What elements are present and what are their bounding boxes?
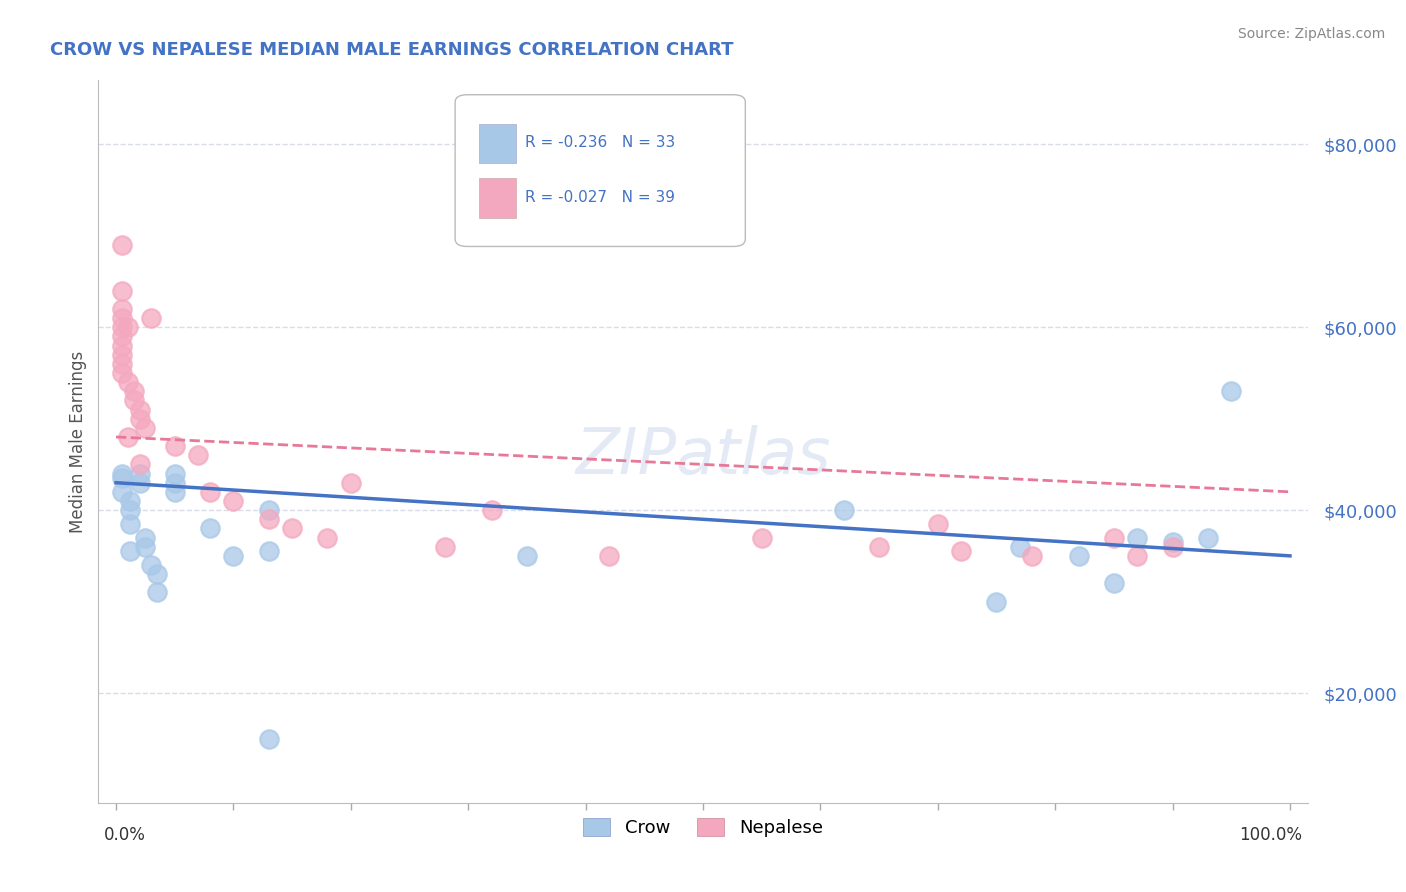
Point xyxy=(128,402,150,417)
Point xyxy=(1067,549,1090,563)
Text: CROW VS NEPALESE MEDIAN MALE EARNINGS CORRELATION CHART: CROW VS NEPALESE MEDIAN MALE EARNINGS CO… xyxy=(51,41,734,59)
Point xyxy=(316,531,339,545)
Point xyxy=(1126,531,1149,545)
Point xyxy=(146,567,169,582)
Point xyxy=(117,430,139,444)
Point xyxy=(1021,549,1043,563)
Point xyxy=(257,731,280,746)
Text: Source: ZipAtlas.com: Source: ZipAtlas.com xyxy=(1237,27,1385,41)
Point xyxy=(1102,531,1125,545)
Point xyxy=(134,531,156,545)
Point xyxy=(120,503,142,517)
Point xyxy=(163,475,186,490)
Point xyxy=(120,544,142,558)
Point xyxy=(117,375,139,389)
Point xyxy=(111,284,134,298)
Point xyxy=(222,494,245,508)
Point xyxy=(1008,540,1031,554)
Point xyxy=(134,540,156,554)
Point xyxy=(1161,540,1184,554)
Point xyxy=(141,311,163,326)
Point xyxy=(111,329,134,343)
Point xyxy=(257,503,280,517)
Point xyxy=(111,348,134,362)
Point xyxy=(1220,384,1243,399)
Point xyxy=(146,585,169,599)
Point xyxy=(111,366,134,380)
Legend: Crow, Nepalese: Crow, Nepalese xyxy=(576,811,830,845)
Point xyxy=(986,594,1008,608)
Point xyxy=(111,471,134,485)
Point xyxy=(198,484,221,499)
Point xyxy=(340,475,363,490)
Text: R = -0.236   N = 33: R = -0.236 N = 33 xyxy=(526,135,675,150)
Point xyxy=(516,549,538,563)
Point xyxy=(868,540,890,554)
Point xyxy=(120,516,142,531)
Point xyxy=(111,484,134,499)
FancyBboxPatch shape xyxy=(479,124,516,163)
Point xyxy=(134,421,156,435)
Point xyxy=(222,549,245,563)
Point xyxy=(1197,531,1219,545)
Point xyxy=(111,357,134,371)
Text: R = -0.027   N = 39: R = -0.027 N = 39 xyxy=(526,190,675,205)
Point xyxy=(128,475,150,490)
Point xyxy=(692,211,714,225)
Point xyxy=(481,503,503,517)
Point xyxy=(927,516,949,531)
Point xyxy=(128,411,150,425)
Point xyxy=(120,494,142,508)
Point xyxy=(257,512,280,526)
Point xyxy=(751,531,773,545)
Point xyxy=(950,544,973,558)
Point xyxy=(111,301,134,316)
Point xyxy=(111,320,134,334)
Point xyxy=(1126,549,1149,563)
Point xyxy=(433,540,456,554)
Point xyxy=(128,458,150,472)
Point xyxy=(111,338,134,352)
FancyBboxPatch shape xyxy=(456,95,745,246)
Point xyxy=(598,549,620,563)
Point xyxy=(198,521,221,535)
Point xyxy=(122,393,145,408)
Point xyxy=(117,320,139,334)
Point xyxy=(163,467,186,481)
Point xyxy=(163,484,186,499)
Point xyxy=(128,467,150,481)
Point xyxy=(122,384,145,399)
Point xyxy=(141,558,163,572)
Text: 0.0%: 0.0% xyxy=(104,826,146,844)
Point xyxy=(832,503,855,517)
Point xyxy=(1161,535,1184,549)
Point xyxy=(257,544,280,558)
Text: ZIPatlas: ZIPatlas xyxy=(575,425,831,487)
Point xyxy=(163,439,186,453)
Point xyxy=(281,521,304,535)
FancyBboxPatch shape xyxy=(479,178,516,218)
Point xyxy=(111,238,134,252)
Y-axis label: Median Male Earnings: Median Male Earnings xyxy=(69,351,87,533)
Point xyxy=(111,311,134,326)
Point xyxy=(187,448,209,462)
Text: 100.0%: 100.0% xyxy=(1239,826,1302,844)
Point xyxy=(111,467,134,481)
Point xyxy=(1102,576,1125,591)
